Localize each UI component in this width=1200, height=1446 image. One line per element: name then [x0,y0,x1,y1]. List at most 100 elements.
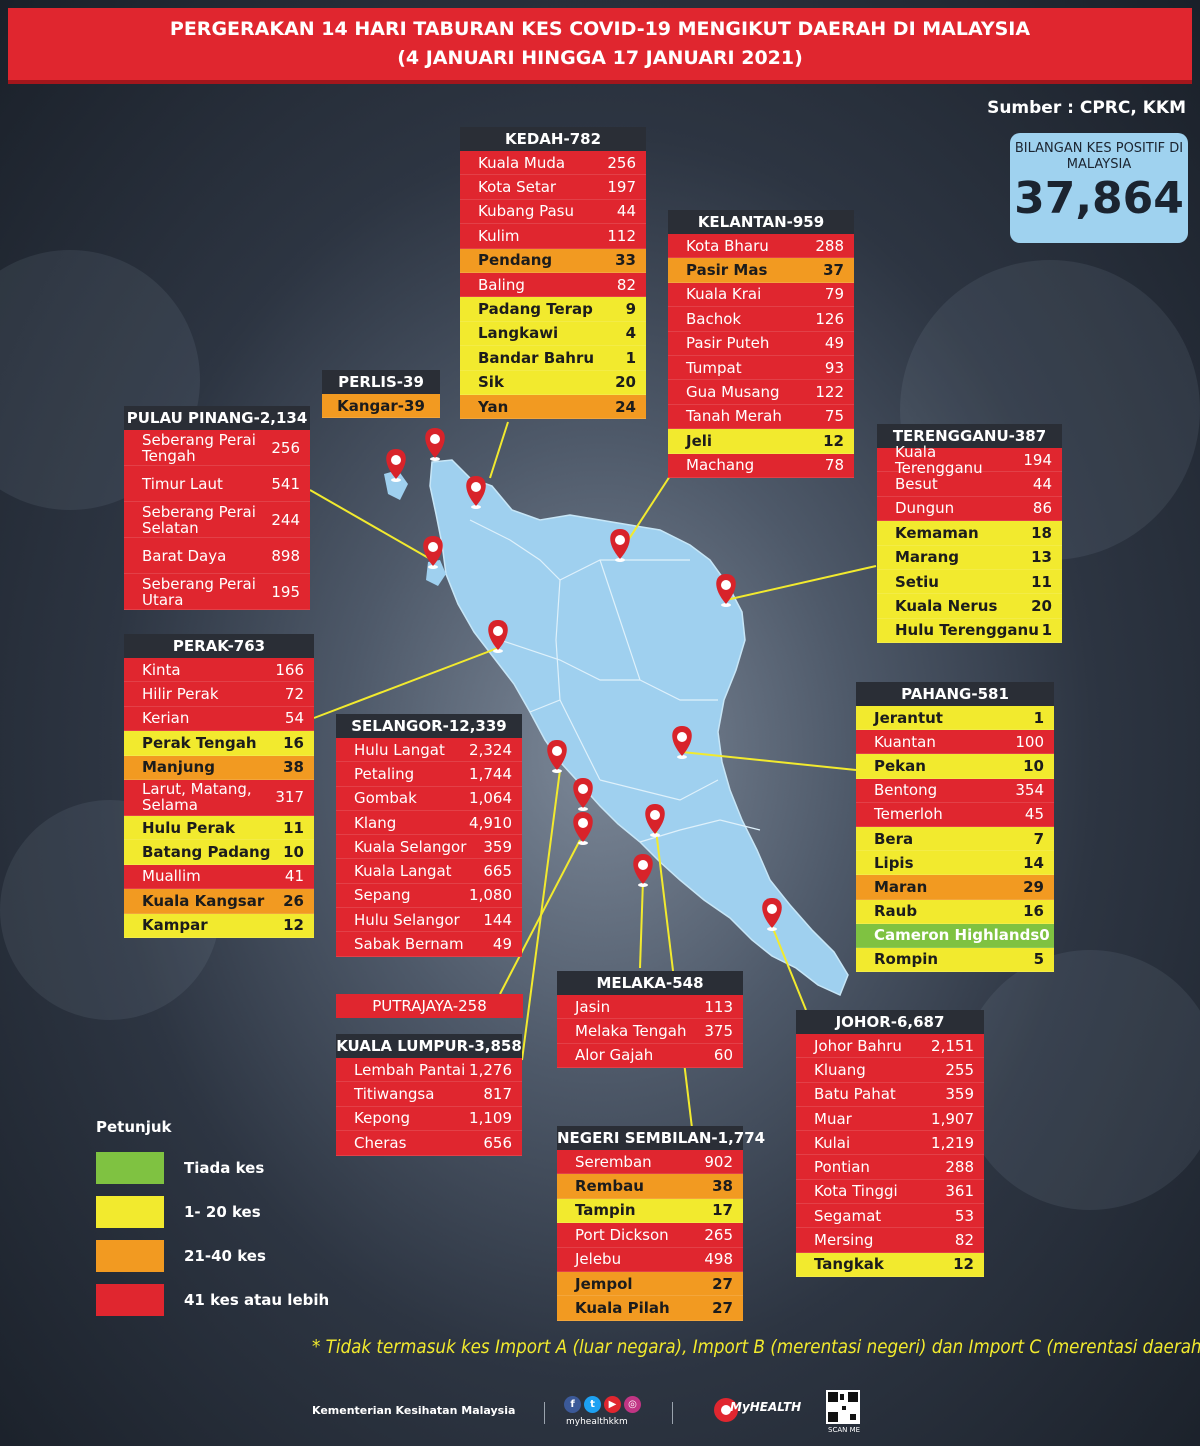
district-row: Kuala Krai 79 [668,282,854,308]
social-handle: myhealthkkm [566,1417,628,1427]
map-pin-icon [672,726,692,759]
legend-swatch [96,1152,164,1184]
district-row: Padang Terap 9 [460,297,646,322]
district-name: Yan [478,397,509,416]
district-name: Sabak Bernam [354,935,464,954]
district-row: Tampin 17 [557,1198,743,1224]
state-box-perlis: PERLIS-39 Kangar-39 [322,370,440,418]
district-row: Kinta 166 [124,658,314,683]
district-name: Cameron Highlands [874,926,1040,945]
district-cases: 82 [954,1231,974,1250]
map-pin-icon [488,620,508,653]
district-name: Tumpat [686,358,742,377]
state-header: PERAK-763 [124,634,314,658]
district-name: Barat Daya [142,546,227,565]
district-name: Kota Bharu [686,236,769,255]
district-name: Tanah Merah [686,407,782,426]
map-pin-icon [423,536,443,569]
state-box-terengganu: TERENGGANU-387 Kuala Terengganu 194 Besut 44… [877,424,1062,644]
district-cases: 13 [1031,548,1052,567]
district-cases: 18 [1031,523,1052,542]
qr-code-icon[interactable] [826,1390,860,1424]
district-row: Langkawi 4 [460,321,646,347]
district-cases: 12 [823,431,844,450]
district-cases: 0 [1039,926,1050,945]
state-border [555,579,561,701]
state-box-kedah: KEDAH-782 Kuala Muda 256 Kota Setar 197 Kuban… [460,127,646,420]
state-border [599,779,719,801]
district-row: Pasir Mas 37 [668,258,854,283]
district-row: Sepang 1,080 [336,883,522,909]
district-cases: 144 [483,910,512,929]
district-cases: 16 [283,733,304,752]
legend-swatch [96,1240,164,1272]
map-pin-icon [573,812,593,845]
district-row: Hulu Perak 11 [124,815,314,841]
legend-label: 1- 20 kes [184,1203,261,1221]
qr-caption: SCAN ME [828,1426,861,1434]
district-row: Seberang Perai Utara 195 [124,574,310,610]
state-box-pahang: PAHANG-581 Jerantut 1 Kuantan 100 Pekan 10 Bent… [856,682,1054,973]
district-row: Kemaman 18 [877,521,1062,546]
district-row: Manjung 38 [124,755,314,780]
district-name: Lembah Pantai [354,1060,466,1079]
district-cases: 5 [1033,950,1044,969]
district-cases: 11 [283,818,304,837]
title-line-1: PERGERAKAN 14 HARI TABURAN KES COVID-19 … [169,18,1031,40]
district-cases: 38 [283,758,304,777]
district-name: Seberang Perai Tengah [142,430,256,465]
social-icons: f t ▶ ◎ [564,1396,641,1413]
facebook-icon[interactable]: f [564,1396,581,1413]
state-border [499,639,640,681]
state-header: PULAU PINANG-2,134 [124,406,310,430]
legend-label: Tiada kes [184,1159,265,1177]
district-row: Bentong 354 [856,778,1054,803]
youtube-icon[interactable]: ▶ [604,1396,621,1413]
district-row: Machang 78 [668,453,854,478]
connector-line [489,421,509,479]
district-row: Alor Gajah 60 [557,1043,743,1069]
peninsula-landmass [429,459,849,997]
district-row: Setiu 11 [877,569,1062,595]
district-name: Hulu Langat [354,740,445,759]
district-name: Tampin [575,1201,636,1220]
district-cases: 41 [284,867,304,886]
district-name: Machang [686,456,755,475]
district-cases: 112 [607,226,636,245]
district-row: Seremban 902 [557,1150,743,1175]
state-box-johor: JOHOR-6,687 Johor Bahru 2,151 Kluang 255 Batu… [796,1010,984,1277]
district-name: Raub [874,902,918,921]
district-name: Pontian [814,1158,870,1177]
district-name: Manjung [142,758,215,777]
district-name: Jempol [575,1274,633,1293]
district-cases: 45 [1024,805,1044,824]
connector-line [771,925,807,1011]
district-cases: 44 [1032,475,1052,494]
legend-item: 41 kes atau lebih [96,1284,329,1316]
instagram-icon[interactable]: ◎ [624,1396,641,1413]
district-name: Besut [895,475,938,494]
district-row: Melaka Tengah 375 [557,1019,743,1044]
district-cases: 244 [271,510,300,529]
district-name: Titiwangsa [354,1085,435,1104]
state-header: KUALA LUMPUR-3,858 [336,1034,522,1058]
state-header: TERENGGANU-387 [877,424,1062,448]
district-row: Segamat 53 [796,1204,984,1229]
district-row: Kerian 54 [124,706,314,732]
district-row: Rompin 5 [856,947,1054,973]
district-cases: 79 [824,285,844,304]
district-row: Kuala Muda 256 [460,151,646,176]
district-cases: 10 [283,843,304,862]
district-name: Dungun [895,499,955,518]
twitter-icon[interactable]: t [584,1396,601,1413]
myhealth-logo [714,1398,738,1422]
district-cases: 82 [616,275,636,294]
district-name: Perak Tengah [142,733,257,752]
district-cases: 17 [712,1201,733,1220]
district-row: Temerloh 45 [856,802,1054,827]
district-name: Hulu Terengganu [895,621,1039,640]
district-cases: 665 [483,862,512,881]
district-name: Kubang Pasu [478,202,574,221]
district-name: Jelebu [575,1250,622,1269]
district-name: Lipis [874,853,914,872]
